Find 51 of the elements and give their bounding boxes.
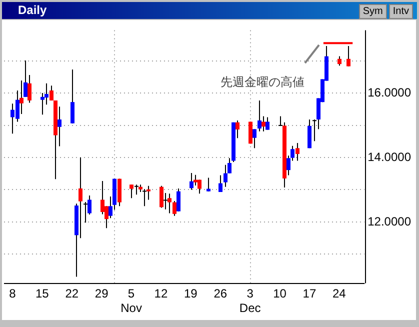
- x-tick-label: 22: [65, 286, 79, 301]
- x-tick-label: 5 Nov: [120, 286, 142, 316]
- candlestick: [100, 180, 104, 215]
- candlestick: [118, 178, 122, 207]
- x-tick-label: 8: [9, 286, 16, 301]
- candlestick: [164, 192, 168, 210]
- candlestick: [142, 188, 146, 207]
- candlestick: [252, 128, 256, 149]
- candlestick: [198, 179, 202, 194]
- candlestick: [160, 185, 164, 208]
- x-tick-label: 12: [154, 286, 168, 301]
- x-tick-label: 3 Dec: [239, 286, 261, 316]
- candlestick: [312, 118, 316, 142]
- candlestick: [176, 188, 180, 212]
- chart-title: Daily: [18, 3, 47, 17]
- candlestick: [194, 174, 198, 186]
- candlestick: [218, 174, 222, 192]
- candlestick: [168, 193, 172, 214]
- candlestick: [84, 201, 88, 224]
- candlestick: [266, 116, 270, 130]
- candlestick: [70, 69, 74, 124]
- x-tick-label: 24: [332, 286, 346, 301]
- x-tick-label: 29: [94, 286, 109, 301]
- x-tick-label: 10: [273, 286, 287, 301]
- candlestick: [50, 85, 54, 101]
- candlestick: [206, 177, 210, 192]
- candlestick: [338, 56, 342, 66]
- y-tick-label: 16.0000: [368, 85, 412, 100]
- candlestick: [224, 164, 228, 188]
- candlestick: [248, 121, 252, 144]
- candlestick: [78, 157, 82, 239]
- candlestick: [262, 116, 266, 132]
- x-tick-label: 19: [184, 286, 198, 301]
- candlestick: [296, 142, 300, 162]
- x-tick-label: 17: [302, 286, 316, 301]
- candlestick: [190, 172, 194, 190]
- candlestick: [58, 106, 62, 147]
- y-tick-label: 14.0000: [368, 150, 412, 164]
- candlestick: [28, 74, 32, 104]
- x-tick-label: 26: [214, 286, 228, 301]
- candlestick: [258, 100, 262, 132]
- y-tick-label: 12.0000: [368, 214, 412, 228]
- x-tick-label: 15: [36, 286, 50, 301]
- candlestick: [308, 118, 312, 149]
- candlestick: [346, 45, 350, 67]
- candlestick: [172, 200, 176, 216]
- candlestick: [134, 184, 138, 196]
- text: Sym: [358, 4, 387, 19]
- text: Intv: [388, 4, 413, 19]
- candlestick: [236, 120, 240, 139]
- annotation: 先週金曜の高値: [220, 75, 305, 90]
